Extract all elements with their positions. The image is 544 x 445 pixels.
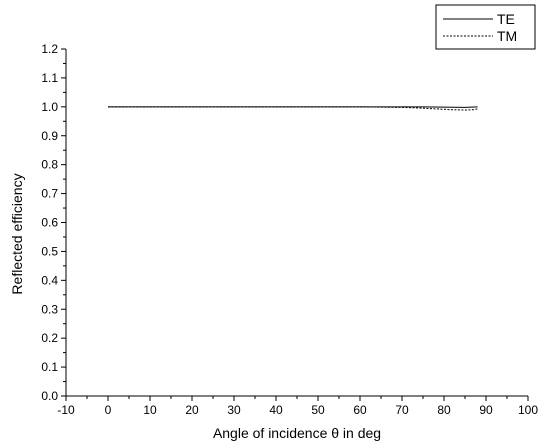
x-tick-label: 70: [395, 403, 409, 417]
x-tick-label: 10: [143, 403, 157, 417]
y-tick-label: 0.2: [41, 331, 58, 345]
y-tick-label: 0.8: [41, 158, 58, 172]
x-tick-label: 30: [227, 403, 241, 417]
x-tick-label: 90: [479, 403, 493, 417]
x-axis-ticks: -10 0 10 20 30 40 50 60 70 80 90 100: [57, 396, 538, 417]
x-tick-label: 0: [105, 403, 112, 417]
y-tick-label: 0.4: [41, 273, 58, 287]
x-tick-label: 20: [185, 403, 199, 417]
y-tick-label: 0.6: [41, 216, 58, 230]
y-tick-label: 1.0: [41, 100, 58, 114]
y-tick-label: 0.0: [41, 389, 58, 403]
x-tick-label: 50: [311, 403, 325, 417]
y-tick-label: 0.3: [41, 302, 58, 316]
y-tick-label: 0.1: [41, 360, 58, 374]
x-tick-label: -10: [57, 403, 75, 417]
legend-label-tm: TM: [497, 28, 517, 44]
y-tick-label: 0.5: [41, 244, 58, 258]
x-tick-label: 80: [437, 403, 451, 417]
x-tick-label: 100: [518, 403, 538, 417]
y-axis-title: Reflected efficiency: [9, 173, 25, 294]
x-axis-title: Angle of incidence θ in deg: [213, 425, 381, 441]
legend-label-te: TE: [497, 11, 515, 27]
y-tick-label: 0.7: [41, 187, 58, 201]
x-tick-label: 60: [353, 403, 367, 417]
legend-box: [435, 4, 536, 50]
series-line-tm: [108, 106, 478, 111]
plot-series: [108, 106, 478, 111]
y-axis-ticks: 0.0 0.1 0.2 0.3 0.4 0.5 0.6 0.7 0.8 0.9 1.0 1.1 1.2: [41, 42, 66, 403]
y-tick-label: 0.9: [41, 129, 58, 143]
y-tick-label: 1.2: [41, 42, 58, 56]
y-tick-label: 1.1: [41, 71, 58, 85]
series-line-te: [108, 106, 478, 108]
x-tick-label: 40: [269, 403, 283, 417]
